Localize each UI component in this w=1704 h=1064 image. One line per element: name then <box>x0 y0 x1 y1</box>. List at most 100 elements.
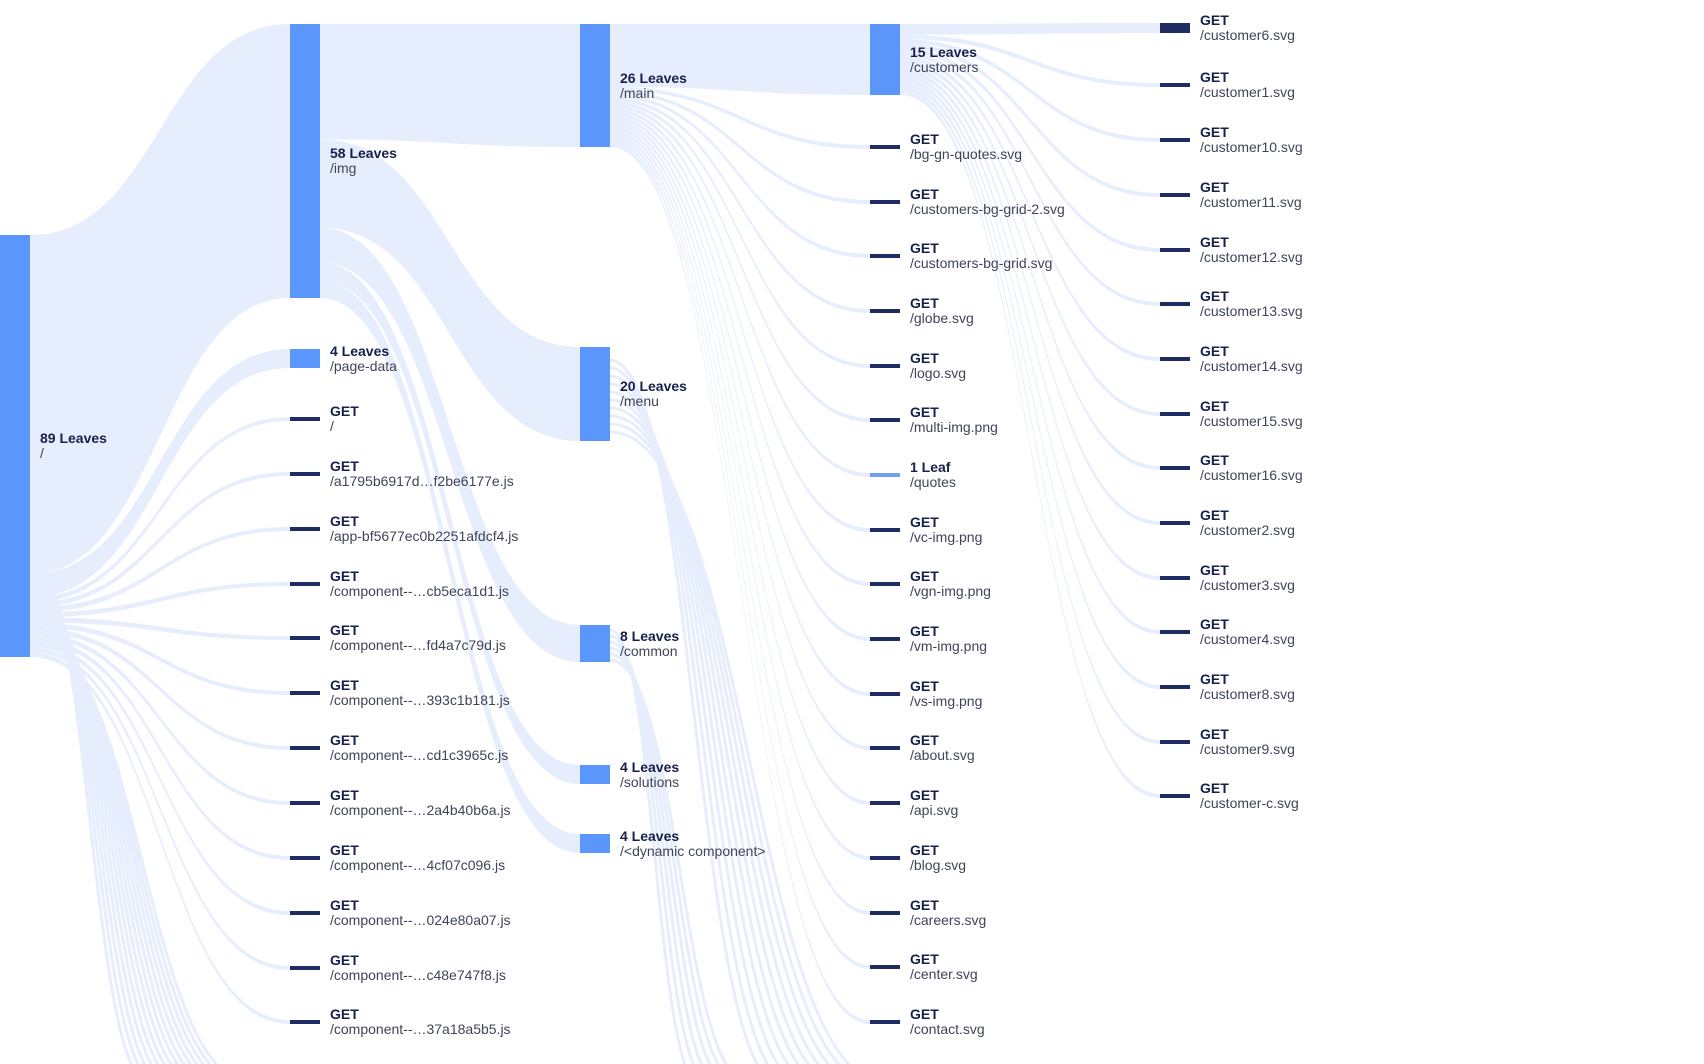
l1-node-component-37a18a5b5-js[interactable] <box>290 1020 320 1024</box>
link-main-to-l3-2 <box>610 90 870 204</box>
l3-node-multi-img-png[interactable] <box>870 418 900 422</box>
l4-node-customer2-svg[interactable] <box>1160 521 1190 525</box>
l3-label-logo-svg: GET/logo.svg <box>910 351 966 381</box>
l4-node-customer6-svg[interactable] <box>1160 23 1190 33</box>
link-main-to-l3-16 <box>610 139 870 969</box>
node-path: /blog.svg <box>910 857 967 873</box>
l3-label-vm-img-png: GET/vm-img.png <box>910 624 987 654</box>
l1-node-root[interactable] <box>290 417 320 421</box>
l3-node-customers-bg-grid-svg[interactable] <box>870 254 900 258</box>
l4-node-customer15-svg[interactable] <box>1160 412 1190 416</box>
l4-node-customer8-svg[interactable] <box>1160 685 1190 689</box>
node-path: /main <box>620 84 655 101</box>
link-root-to-l1-3 <box>30 472 290 608</box>
l1-node-component-cd1c3965c-js[interactable] <box>290 746 320 750</box>
node-count: GET <box>1200 124 1229 140</box>
l1-label-component-cb5eca1d1-js: GET/component--…cb5eca1d1.js <box>330 569 509 599</box>
l4-node-customer13-svg[interactable] <box>1160 302 1190 306</box>
link-main-to-l3-3 <box>610 93 870 259</box>
l1-node-img[interactable] <box>290 24 320 298</box>
l3-label-about-svg: GET/about.svg <box>910 733 975 763</box>
l1-node-component-fd4a7c79d-js[interactable] <box>290 636 320 640</box>
node-count: 89 Leaves <box>40 430 107 446</box>
l3-node-customers[interactable] <box>870 24 900 95</box>
node-count: 1 Leaf <box>910 459 951 475</box>
link-img-to-l2-3 <box>320 262 580 784</box>
l2-node-dynamic-component[interactable] <box>580 834 610 853</box>
trail-root-10 <box>29 618 199 1064</box>
l1-node-component-c48e747f8-js[interactable] <box>290 966 320 970</box>
l1-label-component-024e80a07-js: GET/component--…024e80a07.js <box>330 898 511 928</box>
l4-node-customer9-svg[interactable] <box>1160 740 1190 744</box>
link-img-to-l2-4 <box>320 280 580 853</box>
root-node-root[interactable] <box>0 235 30 657</box>
node-count: GET <box>910 951 939 967</box>
l2-label-solutions: 4 Leaves/solutions <box>620 759 680 790</box>
l1-node-a1795b6917d-f2be6177e-js[interactable] <box>290 472 320 476</box>
l4-node-customer10-svg[interactable] <box>1160 138 1190 142</box>
l3-node-vc-img-png[interactable] <box>870 528 900 532</box>
l4-node-customer16-svg[interactable] <box>1160 466 1190 470</box>
l4-node-customer1-svg[interactable] <box>1160 83 1190 87</box>
node-count: GET <box>1200 562 1229 578</box>
link-customers-to-l4-6 <box>900 56 1160 361</box>
l3-node-quotes[interactable] <box>870 473 900 477</box>
l3-node-customers-bg-grid-2-svg[interactable] <box>870 200 900 204</box>
trail-root-13 <box>29 636 219 1064</box>
l1-node-component-4cf07c096-js[interactable] <box>290 856 320 860</box>
l2-node-solutions[interactable] <box>580 765 610 784</box>
node-path: /solutions <box>620 773 680 790</box>
node-count: GET <box>910 350 939 366</box>
l3-node-contact-svg[interactable] <box>870 1020 900 1024</box>
l3-node-blog-svg[interactable] <box>870 856 900 860</box>
l3-node-globe-svg[interactable] <box>870 309 900 313</box>
l1-node-component-393c1b181-js[interactable] <box>290 691 320 695</box>
l3-node-careers-svg[interactable] <box>870 911 900 915</box>
link-root-to-l1-2 <box>30 417 290 603</box>
node-path: /vc-img.png <box>910 529 983 545</box>
link-main-to-l3-10 <box>610 118 870 641</box>
l4-label-customer1-svg: GET/customer1.svg <box>1200 70 1295 100</box>
link-root-to-l1-12 <box>30 647 290 970</box>
l4-node-customer14-svg[interactable] <box>1160 357 1190 361</box>
l3-node-api-svg[interactable] <box>870 801 900 805</box>
l1-node-app-bf5677ec0b2251afdcf4-js[interactable] <box>290 527 320 531</box>
l3-node-center-svg[interactable] <box>870 965 900 969</box>
l4-node-customer11-svg[interactable] <box>1160 193 1190 197</box>
l3-node-vs-img-png[interactable] <box>870 692 900 696</box>
l4-label-customer15-svg: GET/customer15.svg <box>1200 399 1303 429</box>
l3-label-customers-bg-grid-svg: GET/customers-bg-grid.svg <box>910 241 1052 271</box>
l1-node-component-2a4b40b6a-js[interactable] <box>290 801 320 805</box>
l3-node-vm-img-png[interactable] <box>870 637 900 641</box>
link-main-to-l3-11 <box>610 122 870 696</box>
l3-label-globe-svg: GET/globe.svg <box>910 296 974 326</box>
node-path: /contact.svg <box>910 1021 985 1037</box>
l2-node-menu[interactable] <box>580 347 610 441</box>
l4-node-customer-c-svg[interactable] <box>1160 794 1190 798</box>
l2-node-common[interactable] <box>580 625 610 662</box>
l3-node-logo-svg[interactable] <box>870 364 900 368</box>
l1-node-page-data[interactable] <box>290 349 320 368</box>
l2-node-main[interactable] <box>580 24 610 147</box>
node-path: /customer2.svg <box>1200 522 1295 538</box>
l3-node-bg-gn-quotes-svg[interactable] <box>870 145 900 149</box>
node-count: GET <box>330 842 359 858</box>
node-count: GET <box>1200 616 1229 632</box>
link-root-to-l1-4 <box>30 527 290 613</box>
l1-label-page-data: 4 Leaves/page-data <box>330 343 397 374</box>
l3-node-vgn-img-png[interactable] <box>870 582 900 586</box>
node-path: /component--…024e80a07.js <box>330 912 511 928</box>
node-path: /component--…4cf07c096.js <box>330 857 506 873</box>
node-count: GET <box>910 186 939 202</box>
l4-label-customer4-svg: GET/customer4.svg <box>1200 617 1295 647</box>
node-count: GET <box>910 568 939 584</box>
l1-node-component-024e80a07-js[interactable] <box>290 911 320 915</box>
l1-node-component-cb5eca1d1-js[interactable] <box>290 582 320 586</box>
link-main-to-l3-8 <box>610 111 870 533</box>
l3-node-about-svg[interactable] <box>870 746 900 750</box>
l4-node-customer4-svg[interactable] <box>1160 630 1190 634</box>
link-main-to-l3-13 <box>610 129 870 806</box>
l4-node-customer12-svg[interactable] <box>1160 248 1190 252</box>
l1-label-component-fd4a7c79d-js: GET/component--…fd4a7c79d.js <box>330 623 506 653</box>
l4-node-customer3-svg[interactable] <box>1160 576 1190 580</box>
